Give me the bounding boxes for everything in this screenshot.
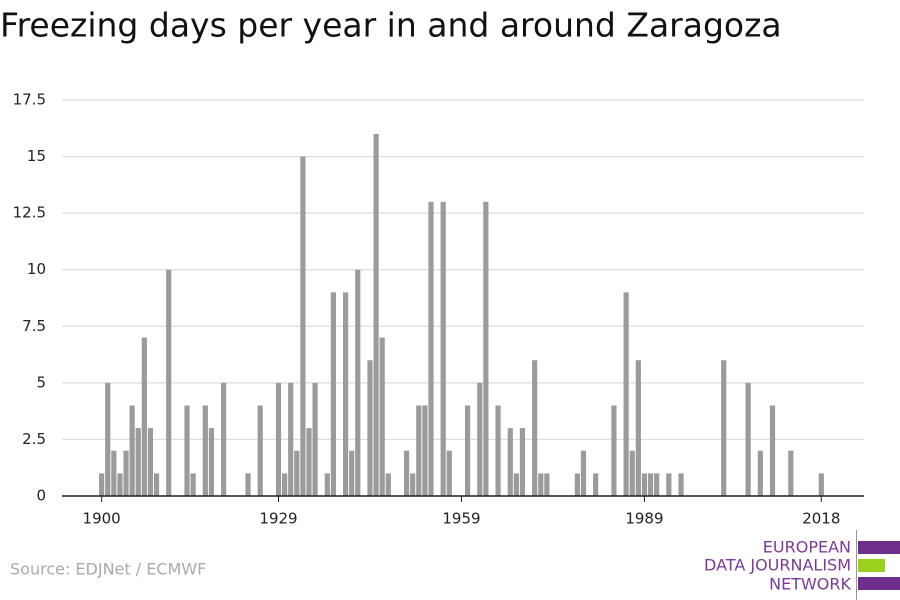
bar [153,473,160,496]
bar [99,473,105,496]
bar [306,428,312,496]
bar [611,405,617,496]
bar [275,382,282,496]
bar [403,450,410,496]
bar [184,405,190,496]
bar [257,405,263,496]
y-tick-label: 5 [36,373,46,391]
x-tick-label: 1900 [83,510,121,528]
x-tick-label: 1959 [442,510,480,528]
bar [123,450,129,496]
y-tick-label: 12.5 [13,204,46,222]
logo-text: EUROPEAN [763,538,851,557]
bar [745,382,751,496]
bar [788,450,794,496]
bar [477,382,483,496]
bar [519,428,526,496]
bar [135,428,141,496]
bar [635,360,641,496]
bar [330,292,336,496]
bar [641,473,648,496]
bar [507,428,513,496]
logo-text: DATA JOURNALISM [704,556,851,575]
logo-bar [858,577,900,590]
bar [422,405,428,496]
bar [343,292,349,496]
bar [757,450,763,496]
bar [202,405,208,496]
bar [324,473,330,496]
bar [678,473,684,496]
bar [379,337,385,496]
bar [818,473,824,496]
bar [105,382,111,496]
bar [538,473,544,496]
bar [483,201,489,497]
bar [623,292,629,496]
bar [495,405,501,496]
bar [647,473,654,496]
bar [349,450,355,496]
logo-bar [858,559,885,572]
bar [294,450,300,496]
y-tick-label: 2.5 [22,430,46,448]
bar [629,450,635,496]
bar [373,133,379,496]
bar [208,428,215,496]
bar [147,428,154,496]
logo: EUROPEAN DATA JOURNALISM NETWORK [704,530,900,600]
bar [312,382,318,496]
bar [190,473,196,496]
bar [141,337,147,496]
bar [446,450,452,496]
bar [574,473,580,496]
bar [245,473,251,496]
bar [593,473,599,496]
bar [721,360,727,496]
bar [300,156,306,497]
bar [428,201,434,497]
bar [166,269,172,496]
bar [355,269,361,496]
y-tick-label: 17.5 [13,91,46,109]
bar [385,473,391,496]
bar [367,360,373,496]
y-tick-label: 7.5 [22,317,46,335]
bar [416,405,422,496]
bar [654,473,660,496]
x-tick-label: 1989 [625,510,663,528]
bar [666,473,672,496]
bar [513,473,519,496]
bar [129,405,135,496]
source: Source: EDJNet / ECMWF [10,560,206,579]
bar [544,473,550,496]
bar [580,450,587,496]
bar [440,201,446,497]
y-tick-label: 15 [27,147,46,165]
x-tick-label: 1929 [259,510,297,528]
bar [410,473,416,496]
bar [464,405,471,496]
chart-title: Freezing days per year in and around Zar… [0,6,782,45]
y-tick-label: 0 [36,487,46,505]
bar [282,473,288,496]
bar [288,382,294,496]
bar [117,473,123,496]
bar [221,382,227,496]
bar [532,360,538,496]
y-tick-label: 10 [27,260,46,278]
bar [769,405,776,496]
x-tick-label: 2018 [802,510,840,528]
logo-bar [858,541,900,554]
logo-text: NETWORK [769,575,851,594]
bar [111,450,117,496]
